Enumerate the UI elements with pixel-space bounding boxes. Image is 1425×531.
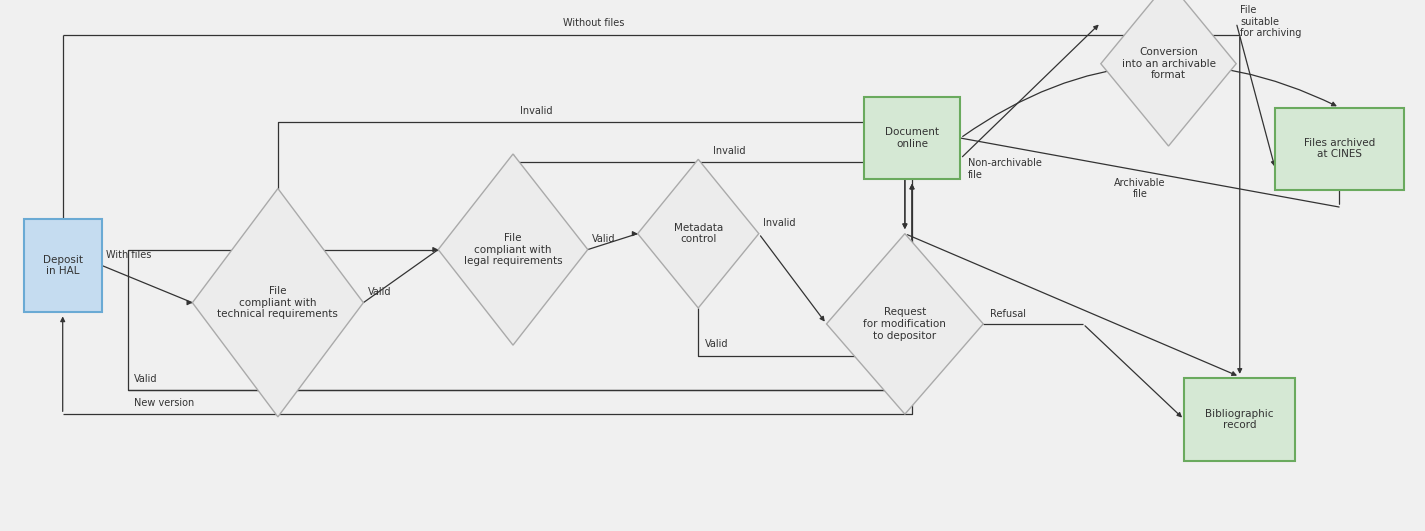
Text: Valid: Valid bbox=[705, 339, 728, 349]
Polygon shape bbox=[439, 154, 587, 345]
Text: Files archived
at CINES: Files archived at CINES bbox=[1304, 138, 1375, 159]
Text: File
suitable
for archiving: File suitable for archiving bbox=[1240, 5, 1302, 39]
Text: Document
online: Document online bbox=[885, 127, 939, 149]
FancyBboxPatch shape bbox=[864, 97, 960, 179]
FancyBboxPatch shape bbox=[1184, 378, 1295, 460]
Text: Refusal: Refusal bbox=[990, 309, 1026, 319]
Polygon shape bbox=[826, 234, 983, 414]
Text: File
compliant with
technical requirements: File compliant with technical requiremen… bbox=[218, 286, 338, 319]
Text: Metadata
control: Metadata control bbox=[674, 223, 722, 244]
Text: Request
for modification
to depositor: Request for modification to depositor bbox=[864, 307, 946, 340]
Text: Deposit
in HAL: Deposit in HAL bbox=[43, 255, 83, 276]
Text: New version: New version bbox=[134, 398, 194, 408]
Text: Valid: Valid bbox=[368, 287, 390, 297]
Text: Valid: Valid bbox=[593, 234, 616, 244]
FancyBboxPatch shape bbox=[1275, 108, 1404, 190]
Polygon shape bbox=[1100, 0, 1235, 146]
FancyBboxPatch shape bbox=[23, 219, 101, 312]
Text: With files: With files bbox=[105, 250, 151, 260]
Text: Valid: Valid bbox=[134, 374, 157, 384]
Polygon shape bbox=[192, 189, 363, 417]
Text: Invalid: Invalid bbox=[520, 106, 553, 116]
Polygon shape bbox=[637, 159, 758, 308]
Text: Without files: Without files bbox=[563, 18, 624, 28]
Text: Invalid: Invalid bbox=[712, 145, 745, 156]
Text: Conversion
into an archivable
format: Conversion into an archivable format bbox=[1121, 47, 1216, 80]
Text: File
compliant with
legal requirements: File compliant with legal requirements bbox=[463, 233, 563, 266]
Text: Non-archivable
file: Non-archivable file bbox=[968, 158, 1042, 180]
Text: Invalid: Invalid bbox=[764, 218, 795, 228]
Text: Bibliographic
record: Bibliographic record bbox=[1206, 409, 1274, 430]
Text: Archivable
file: Archivable file bbox=[1114, 177, 1166, 199]
